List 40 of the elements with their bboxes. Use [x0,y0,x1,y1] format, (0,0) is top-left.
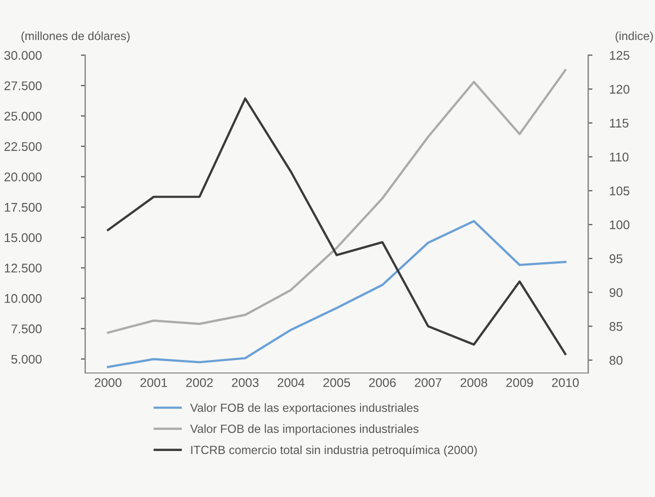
y-tick-label: 27.500 [4,81,42,90]
y-tick-label: 7.500 [11,324,42,334]
x-tick-label: 2002 [186,378,213,388]
y-tick-label: 20.000 [4,172,42,182]
y-tick-label: 25.000 [4,112,42,121]
y2-tick-label: 115 [610,118,628,128]
legend-label: Valor FOB de las exportaciones industriales [190,403,419,414]
x-tick-label: 2004 [278,378,304,388]
y2-tick-label: 120 [610,84,630,94]
y-tick-label: 30.000 [4,50,42,60]
y2-tick-label: 105 [610,186,630,196]
y-tick-label: 5.000 [11,354,42,364]
y-axis-title: (millones de dólares) [21,31,130,42]
x-tick-label: 2008 [460,378,488,388]
y-tick-label: 12.500 [4,264,42,273]
line-series [106,69,566,334]
y2-tick-label: 80 [610,356,622,365]
x-tick-label: 2010 [552,378,579,388]
x-tick-label: 2003 [232,378,259,388]
line-series [106,220,566,368]
x-tick-label: 2006 [369,378,396,388]
y-tick-label: 15.000 [4,233,42,242]
y2-tick-label: 90 [610,288,622,298]
y-tick-label: 10.000 [4,294,42,303]
y2-axis-title: (indice) [616,31,653,42]
y2-tick-label: 100 [610,220,630,230]
y-tick-label: 17.500 [4,202,42,212]
legend-label: ITCRB comercio total sin industria petroquímica (2000) [191,445,477,456]
y-tick-label: 22.500 [4,142,42,151]
legend-label: Valor FOB de las importaciones industriales [190,424,418,436]
x-tick-label: 2005 [323,378,350,388]
y2-tick-label: 125 [610,50,630,60]
y2-tick-label: 85 [610,322,622,331]
x-tick-label: 2000 [94,378,122,388]
y2-tick-label: 110 [610,152,628,162]
x-tick-label: 2001 [140,378,168,388]
x-tick-label: 2007 [414,378,442,388]
x-tick-label: 2009 [506,378,533,388]
line-series [106,97,566,356]
y2-tick-label: 95 [610,254,622,264]
